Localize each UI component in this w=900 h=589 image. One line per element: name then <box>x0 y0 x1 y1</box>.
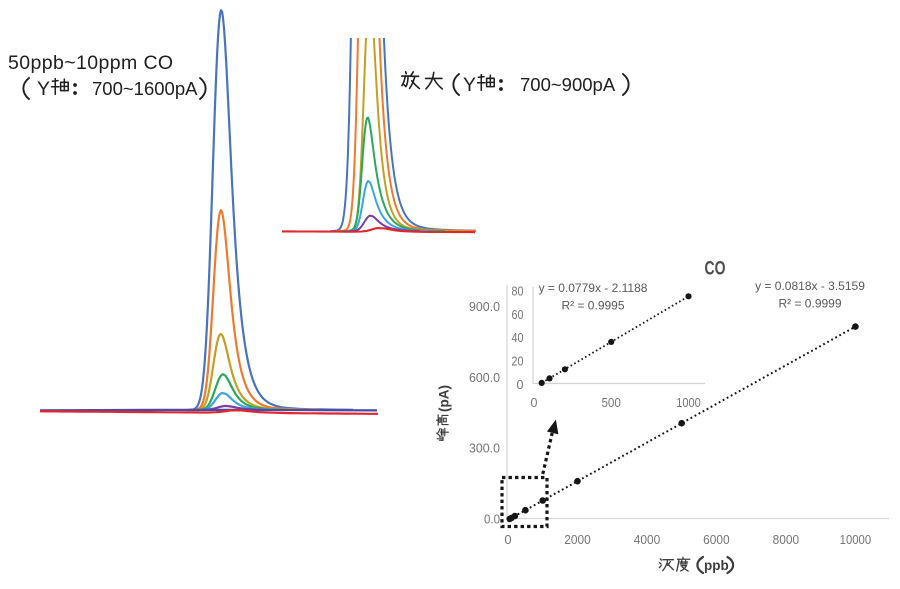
svg-text:0.0: 0.0 <box>484 512 500 527</box>
svg-text:R² = 0.9995: R² = 0.9995 <box>561 299 624 313</box>
svg-text:700~1600pA: 700~1600pA <box>92 78 198 99</box>
svg-text:(pA): (pA) <box>437 385 452 412</box>
svg-text:y = 0.0818x - 3.5159: y = 0.0818x - 3.5159 <box>755 279 865 293</box>
svg-text:2000: 2000 <box>564 532 591 547</box>
svg-text:Y: Y <box>463 74 476 96</box>
svg-text:40: 40 <box>512 331 524 345</box>
svg-text:20: 20 <box>512 355 524 369</box>
svg-text:ppb: ppb <box>704 558 729 573</box>
svg-text:80: 80 <box>512 284 524 298</box>
svg-text:900.0: 900.0 <box>469 299 500 314</box>
svg-text:R² = 0.9999: R² = 0.9999 <box>778 297 841 311</box>
svg-text:Y: Y <box>37 78 50 100</box>
svg-text:700~900pA: 700~900pA <box>520 74 616 95</box>
svg-text:10000: 10000 <box>840 532 872 547</box>
svg-text:0: 0 <box>504 532 511 547</box>
svg-text:CO: CO <box>705 259 726 280</box>
svg-text:4000: 4000 <box>634 532 661 547</box>
svg-text:500: 500 <box>601 396 621 410</box>
svg-text:y = 0.0779x - 2.1188: y = 0.0779x - 2.1188 <box>539 281 648 295</box>
svg-text:1000: 1000 <box>676 396 701 410</box>
svg-text:600.0: 600.0 <box>469 370 500 385</box>
svg-text:300.0: 300.0 <box>469 441 500 456</box>
svg-text:0: 0 <box>517 378 524 392</box>
svg-text:50ppb~10ppm CO: 50ppb~10ppm CO <box>8 52 174 74</box>
svg-text:60: 60 <box>512 308 524 322</box>
svg-text:6000: 6000 <box>703 532 730 547</box>
svg-text:8000: 8000 <box>773 532 800 547</box>
svg-text:0: 0 <box>531 396 538 410</box>
